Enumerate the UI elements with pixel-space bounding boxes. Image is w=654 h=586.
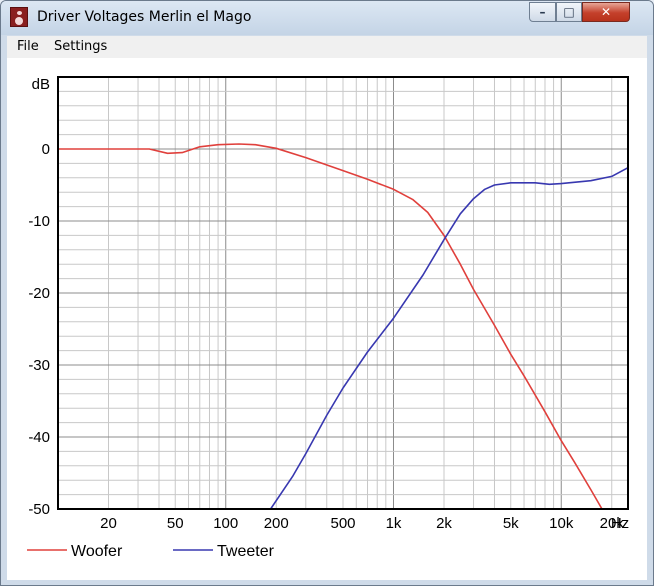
legend-label-tweeter: Tweeter — [217, 543, 275, 560]
menu-bar: File Settings — [7, 36, 647, 58]
y-tick-label: 0 — [42, 141, 50, 158]
x-tick-label: 20k — [600, 515, 625, 532]
x-axis-label: Hz — [611, 515, 629, 532]
x-tick-label: 2k — [436, 515, 452, 532]
title-bar[interactable]: Driver Voltages Merlin el Mago – □ ✕ — [1, 1, 653, 35]
x-tick-label: 1k — [386, 515, 402, 532]
series-line-tweeter — [269, 166, 629, 510]
chart-area: 0 -10 -20 -30 -40 -50 dB 20 50 100 200 500 1k 2k 5k 10k… — [7, 58, 647, 580]
speaker-icon[interactable] — [10, 7, 28, 27]
y-tick-label: -40 — [28, 429, 50, 446]
legend-label-woofer: Woofer — [71, 543, 123, 560]
x-tick-label: 500 — [330, 515, 355, 532]
series-line-woofer — [58, 143, 603, 510]
maximize-icon: □ — [563, 5, 575, 19]
minimize-button[interactable]: – — [529, 2, 556, 22]
menu-file[interactable]: File — [17, 39, 39, 54]
x-tick-label: 100 — [213, 515, 238, 532]
x-tick-label: 5k — [503, 515, 519, 532]
y-tick-label: -30 — [28, 357, 50, 374]
y-tick-label: -20 — [28, 285, 50, 302]
x-tick-label: 10k — [549, 515, 574, 532]
y-tick-label: -10 — [28, 213, 50, 230]
y-tick-label: -50 — [28, 501, 50, 518]
x-tick-label: 20 — [100, 515, 117, 532]
minimize-icon: – — [539, 5, 546, 19]
window-title: Driver Voltages Merlin el Mago — [37, 9, 252, 25]
close-button[interactable]: ✕ — [582, 2, 630, 22]
x-tick-label: 200 — [264, 515, 289, 532]
menu-settings[interactable]: Settings — [54, 39, 108, 54]
frequency-response-chart: 0 -10 -20 -30 -40 -50 dB 20 50 100 200 500 1k 2k 5k 10k… — [27, 76, 629, 560]
close-icon: ✕ — [600, 5, 612, 19]
x-tick-label: 50 — [167, 515, 184, 532]
y-axis-label: dB — [32, 76, 50, 93]
maximize-button[interactable]: □ — [556, 2, 582, 22]
plot-border — [57, 76, 629, 510]
